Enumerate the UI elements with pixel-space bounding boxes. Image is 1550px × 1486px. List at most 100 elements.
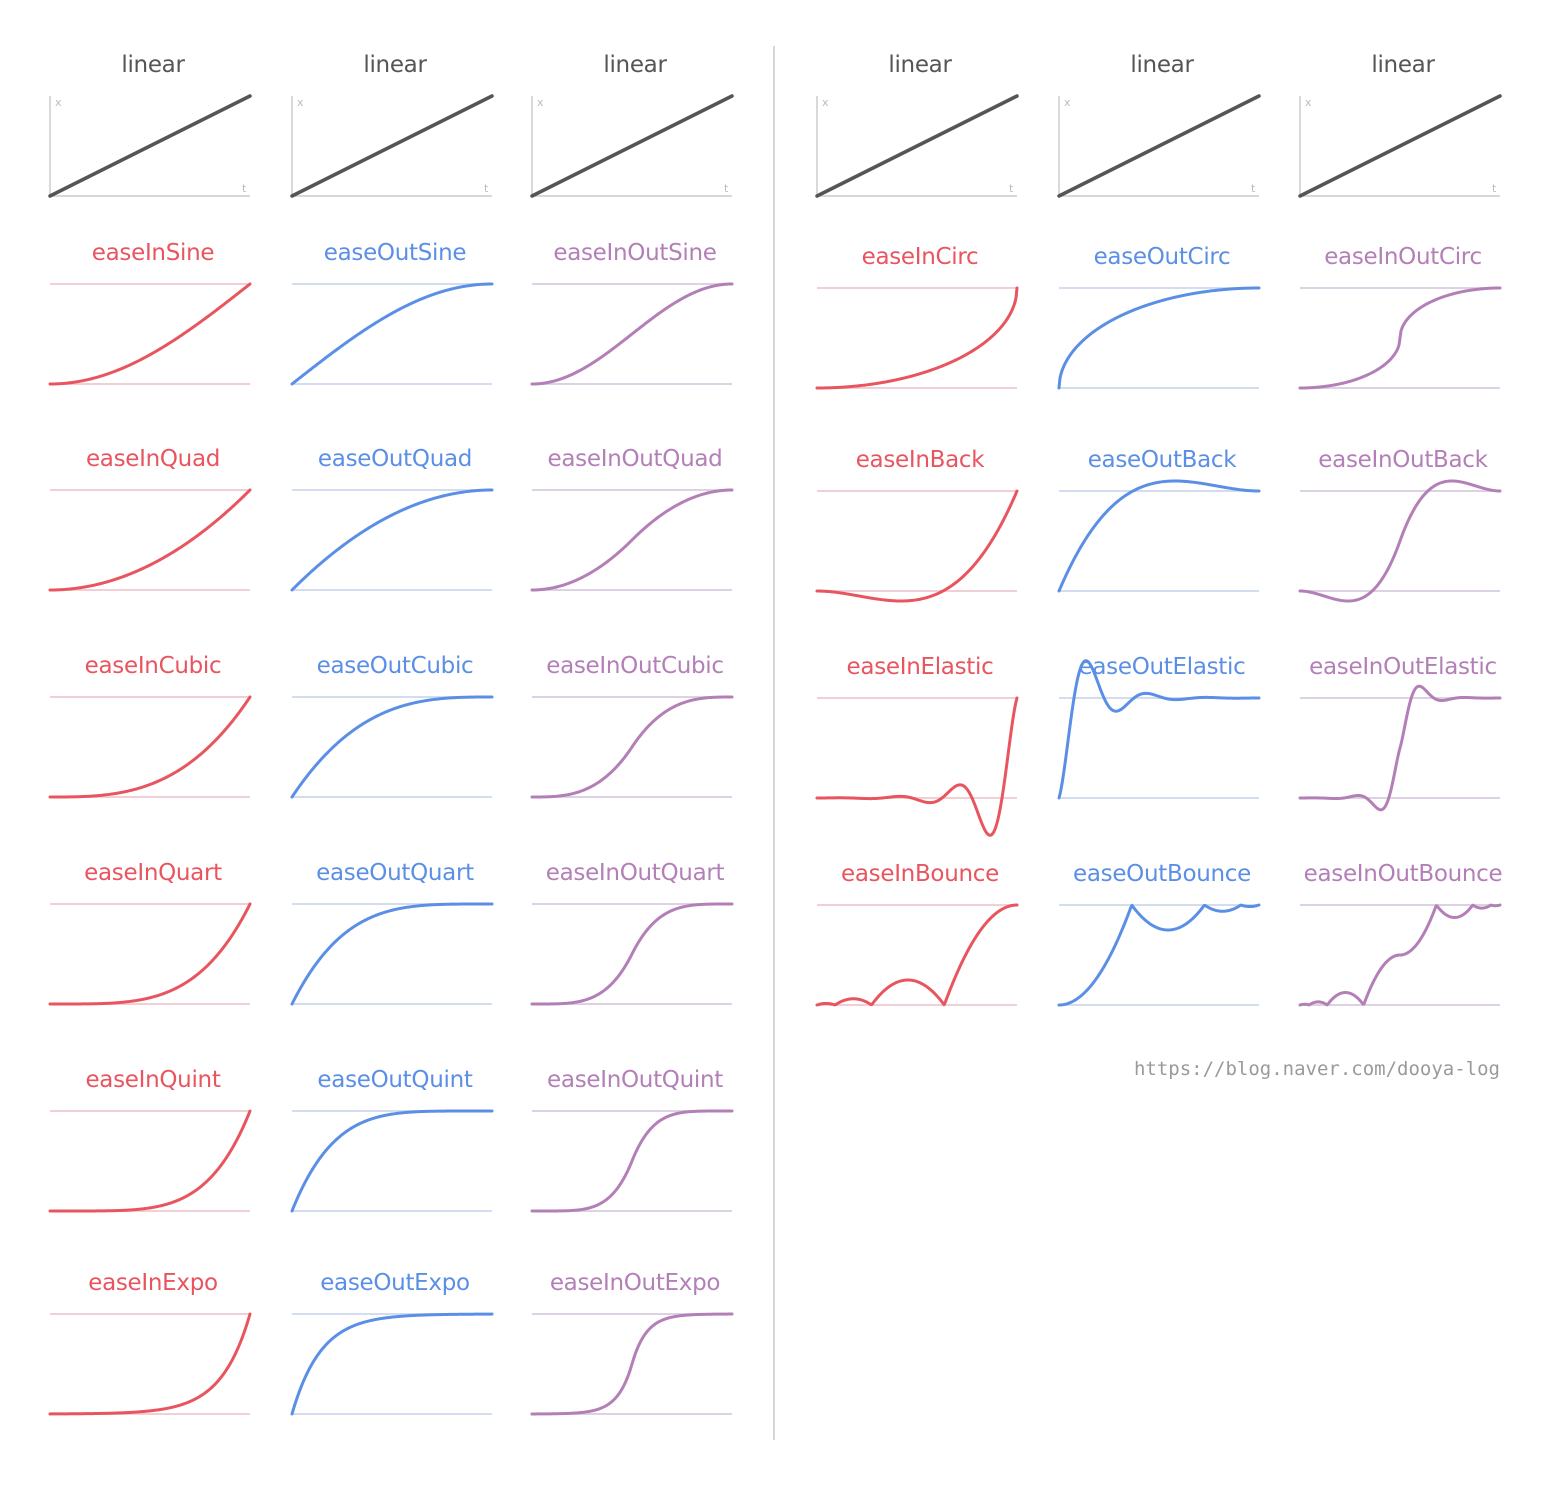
curve-easeinquad: [48, 488, 252, 592]
chart-plot: [290, 488, 494, 592]
chart-plot: [815, 696, 1019, 837]
x-axis-label: x: [1305, 96, 1312, 109]
chart-plot: [530, 902, 734, 1006]
chart-title: linear: [1371, 52, 1435, 78]
chart-plot: [530, 488, 734, 592]
chart-title: linear: [363, 52, 427, 78]
curve-easeoutexpo: [290, 1312, 494, 1416]
chart-plot: [48, 695, 252, 799]
chart-title: easeInQuart: [84, 860, 222, 886]
chart-panel-easeinquint: easeInQuint: [48, 1065, 258, 1245]
chart-plot: [48, 282, 252, 386]
curve-easeoutelastic: [1057, 659, 1261, 800]
curve-linear: [1057, 94, 1261, 198]
curve-easeoutquart: [290, 902, 494, 1006]
curve-easeinoutsine: [530, 282, 734, 386]
curve-linear: [290, 94, 494, 198]
x-axis-label: x: [1064, 96, 1071, 109]
chart-title: easeInOutCubic: [546, 653, 724, 679]
chart-title: easeOutCubic: [316, 653, 474, 679]
chart-title: easeOutQuint: [317, 1067, 473, 1093]
x-axis-label: x: [297, 96, 304, 109]
curve-easeoutback: [1057, 479, 1261, 593]
chart-panel-easeinoutquad: easeInOutQuad: [530, 444, 740, 624]
chart-title: easeInBounce: [841, 861, 999, 887]
chart-plot: [1298, 479, 1502, 603]
x-axis-label: x: [822, 96, 829, 109]
chart-plot: [290, 1109, 494, 1213]
curve-easeoutquad: [290, 488, 494, 592]
t-axis-label: t: [1492, 182, 1497, 195]
chart-panel-easeinoutback: easeInOutBack: [1298, 445, 1508, 625]
chart-title: easeInSine: [91, 240, 215, 266]
chart-panel-linear: linear x t: [815, 50, 1025, 230]
chart-title: easeInOutBack: [1318, 447, 1488, 473]
chart-plot: [48, 1109, 252, 1213]
chart-title: linear: [121, 52, 185, 78]
chart-panel-easeoutcubic: easeOutCubic: [290, 651, 500, 831]
chart-panel-easeinoutquart: easeInOutQuart: [530, 858, 740, 1038]
curve-easeinoutelastic: [1298, 684, 1502, 812]
chart-plot: xt: [48, 94, 252, 198]
chart-panel-linear: linear x t: [1057, 50, 1267, 230]
curve-easeinoutback: [1298, 479, 1502, 603]
chart-title: easeInOutElastic: [1309, 654, 1497, 680]
chart-plot: [530, 695, 734, 799]
chart-plot: [48, 902, 252, 1006]
x-axis-label: x: [537, 96, 544, 109]
curve-linear: [815, 94, 1019, 198]
chart-plot: [530, 1312, 734, 1416]
chart-plot: xt: [815, 94, 1019, 198]
chart-panel-easeinquad: easeInQuad: [48, 444, 258, 624]
chart-title: easeOutExpo: [320, 1270, 470, 1296]
chart-panel-easeinoutsine: easeInOutSine: [530, 238, 740, 418]
x-axis-label: x: [55, 96, 62, 109]
chart-panel-easeoutquad: easeOutQuad: [290, 444, 500, 624]
chart-title: easeOutElastic: [1078, 654, 1246, 680]
watermark-url: https://blog.naver.com/dooya-log: [1133, 1058, 1500, 1080]
chart-panel-easeincubic: easeInCubic: [48, 651, 258, 831]
chart-title: easeInOutBounce: [1303, 861, 1503, 887]
chart-plot: [1057, 903, 1261, 1007]
chart-plot: [290, 902, 494, 1006]
chart-panel-easeoutelastic: easeOutElastic: [1057, 652, 1267, 832]
chart-title: easeInOutQuint: [547, 1067, 723, 1093]
chart-panel-easeinoutexpo: easeInOutExpo: [530, 1268, 740, 1448]
chart-title: easeOutBounce: [1073, 861, 1251, 887]
chart-title: easeOutSine: [323, 240, 467, 266]
chart-title: easeInExpo: [88, 1270, 218, 1296]
chart-panel-easeoutquint: easeOutQuint: [290, 1065, 500, 1245]
group-divider: [773, 46, 775, 1440]
curve-easeincubic: [48, 695, 252, 799]
chart-plot: [1298, 286, 1502, 390]
chart-title: easeInQuad: [85, 446, 221, 472]
chart-plot: [290, 695, 494, 799]
chart-panel-linear: linear x t: [530, 50, 740, 230]
chart-panel-linear: linear x t: [48, 50, 258, 230]
curve-easeinquint: [48, 1109, 252, 1213]
curve-easeinquart: [48, 902, 252, 1006]
chart-plot: [1057, 286, 1261, 390]
chart-plot: [815, 286, 1019, 390]
chart-title: easeOutBack: [1087, 447, 1237, 473]
curve-easeinoutquart: [530, 902, 734, 1006]
chart-plot: [815, 489, 1019, 603]
chart-plot: [48, 488, 252, 592]
curve-easeinoutquint: [530, 1109, 734, 1213]
chart-plot: [1057, 659, 1261, 800]
chart-panel-easeinexpo: easeInExpo: [48, 1268, 258, 1448]
chart-plot: [290, 282, 494, 386]
curve-easeinoutexpo: [530, 1312, 734, 1416]
chart-panel-linear: linear x t: [1298, 50, 1508, 230]
chart-plot: [290, 1312, 494, 1416]
chart-title: easeInCubic: [84, 653, 222, 679]
chart-plot: [1298, 684, 1502, 812]
chart-plot: xt: [290, 94, 494, 198]
chart-title: easeInOutQuart: [545, 860, 725, 886]
chart-panel-easeincirc: easeInCirc: [815, 242, 1025, 422]
chart-panel-easeoutsine: easeOutSine: [290, 238, 500, 418]
chart-title: easeInOutSine: [553, 240, 717, 266]
curve-easeinsine: [48, 282, 252, 386]
chart-title: easeOutQuad: [317, 446, 473, 472]
